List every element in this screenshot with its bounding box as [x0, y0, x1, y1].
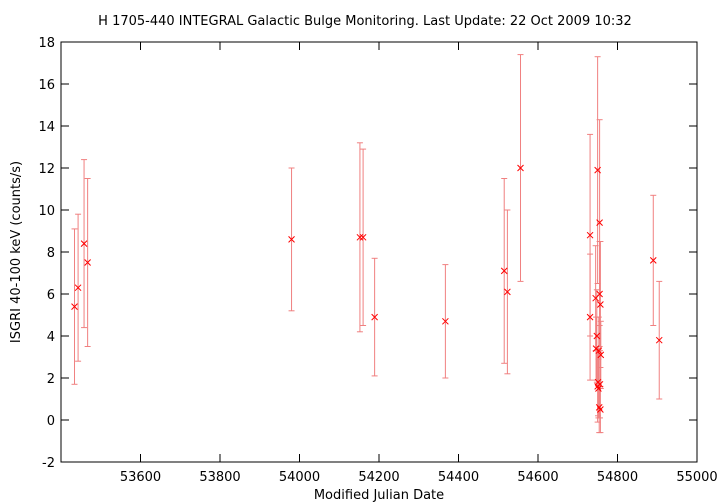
y-tick-label: 12: [38, 162, 55, 177]
x-tick-label: 54000: [279, 470, 320, 485]
data-point: [597, 351, 605, 359]
data-point: [596, 380, 604, 388]
x-tick-label: 53600: [120, 470, 161, 485]
data-point: [596, 290, 603, 298]
data-point: [356, 233, 364, 241]
data-point: [80, 240, 88, 247]
y-tick-label: 4: [47, 330, 55, 345]
error-bars: [71, 54, 663, 434]
chart-title: H 1705-440 INTEGRAL Galactic Bulge Monit…: [98, 14, 632, 29]
data-point: [597, 301, 604, 308]
data-point: [595, 385, 602, 392]
data-point: [586, 231, 594, 239]
data-point: [594, 166, 601, 174]
data-point: [595, 347, 603, 355]
data-point: [586, 313, 594, 321]
y-tick-label: -2: [42, 456, 55, 471]
y-tick-label: 18: [38, 36, 55, 51]
x-tick-label: 53800: [199, 470, 240, 485]
x-tick-label: 54600: [517, 470, 558, 485]
data-point: [74, 284, 82, 292]
data-point: [504, 288, 511, 296]
data-point: [517, 164, 524, 172]
data-point: [359, 233, 367, 241]
data-point: [596, 219, 603, 226]
data-point: [442, 317, 449, 325]
data-point: [288, 236, 295, 243]
x-tick-label: 54400: [438, 470, 479, 485]
plot-frame: [60, 41, 698, 463]
y-tick-label: 2: [47, 372, 55, 387]
y-tick-label: 6: [47, 288, 55, 303]
data-point: [84, 259, 91, 266]
y-tick-label: 10: [38, 204, 55, 219]
data-markers: [71, 164, 663, 413]
y-axis-label: ISGRI 40-100 keV (counts/s): [9, 161, 24, 343]
x-axis-label: Modified Julian Date: [314, 488, 444, 503]
data-point: [649, 257, 657, 264]
x-tick-label: 54200: [358, 470, 399, 485]
data-point: [500, 267, 508, 275]
y-tick-label: 8: [47, 246, 55, 261]
y-tick-label: 14: [38, 120, 55, 135]
data-point: [655, 336, 663, 344]
x-tick-label: 55000: [676, 470, 717, 485]
axis-ticks: -2 0 2 4 6 8 10 12 14 16 18 53600 53800 54000 54200 544…: [38, 36, 717, 485]
y-tick-label: 0: [47, 414, 55, 429]
data-point: [595, 404, 603, 411]
data-point: [593, 332, 601, 340]
x-tick-label: 54800: [597, 470, 638, 485]
data-point: [597, 406, 604, 413]
data-point: [371, 313, 378, 321]
y-tick-label: 16: [38, 78, 55, 93]
data-point: [71, 303, 78, 310]
